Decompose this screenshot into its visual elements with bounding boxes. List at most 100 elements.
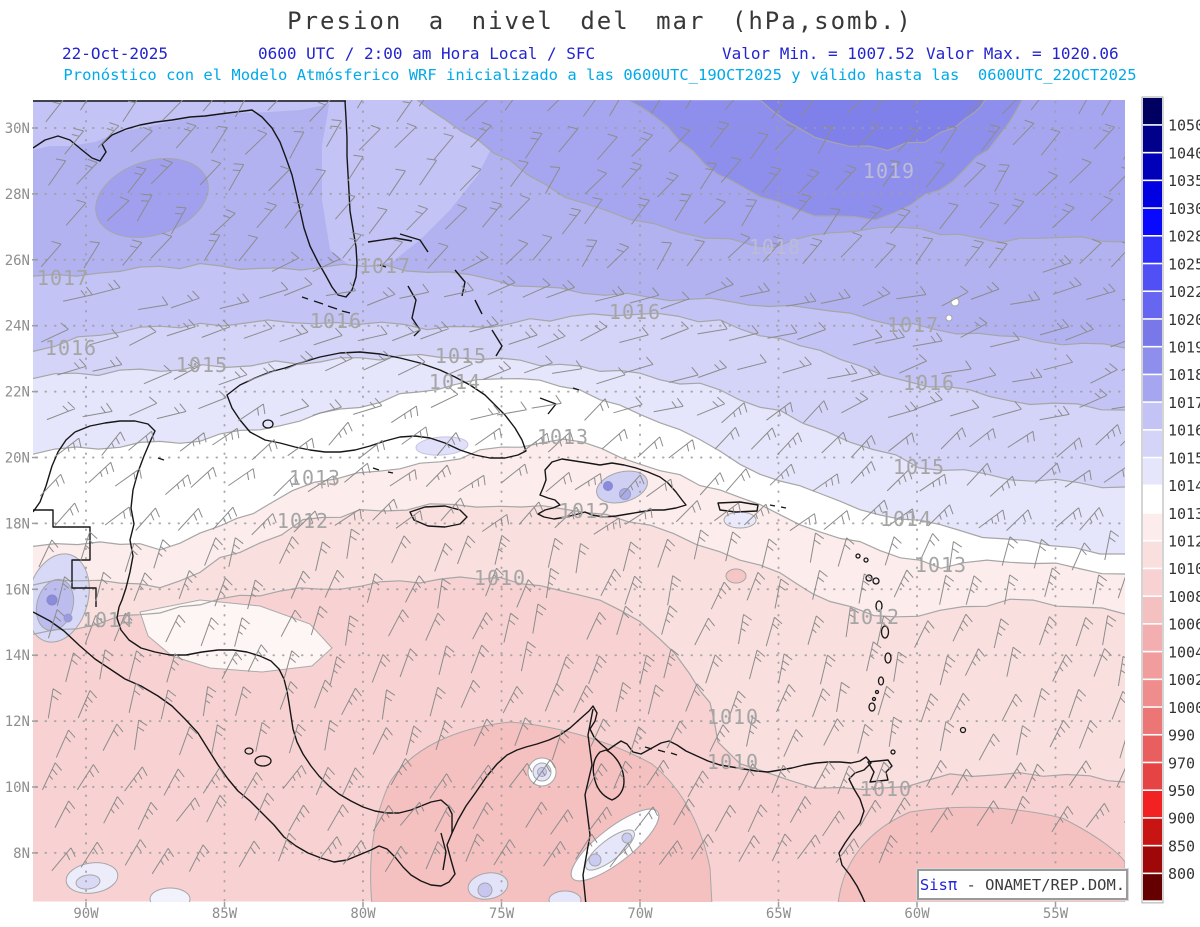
contour-label: 1010 <box>707 705 759 729</box>
colorbar-tick-label: 850 <box>1168 837 1195 855</box>
contour-label: 1010 <box>474 566 526 590</box>
colorbar-cell <box>1143 153 1162 180</box>
colorbar-tick-label: 1015 <box>1168 449 1200 467</box>
lat-label: 18N <box>5 516 30 532</box>
contour-label: 1010 <box>707 750 759 774</box>
colorbar-cell <box>1143 402 1162 430</box>
colorbar-cell <box>1143 486 1162 513</box>
contour-label: 1012 <box>848 605 900 629</box>
colorbar-cell <box>1143 818 1162 845</box>
lat-label: 28N <box>5 187 30 203</box>
contour-label: 1017 <box>37 266 89 290</box>
colorbar-tick-label: 1016 <box>1168 422 1200 440</box>
contour-label: 1016 <box>310 309 362 333</box>
lat-label: 20N <box>5 451 30 467</box>
page-title: Presion a nivel del mar (hPa,somb.) <box>287 7 913 35</box>
colorbar-cell <box>1143 98 1162 125</box>
contour-label: 1017 <box>359 254 411 278</box>
colorbar-cell <box>1143 375 1162 402</box>
wind-barbs-layer <box>38 100 1125 875</box>
contour-label: 1019 <box>863 159 915 183</box>
contour-label: 1015 <box>176 353 228 377</box>
contour-label: 1017 <box>887 313 939 337</box>
axis-labels-layer: 30N 28N 26N 24N 22N 20N 18N 16N 14N 12N 10N 8N 90W 85… <box>5 121 1069 922</box>
lat-label: 26N <box>5 253 30 269</box>
colorbar-tick-label: 1013 <box>1168 505 1200 523</box>
header-valor-max: Valor Max. = 1020.06 <box>926 44 1119 63</box>
colorbar-tick-label: 900 <box>1168 810 1195 828</box>
colorbar-tick-label: 800 <box>1168 865 1195 883</box>
lat-label: 10N <box>5 780 30 796</box>
contour-label: 1012 <box>277 509 329 533</box>
lat-label: 12N <box>5 714 30 730</box>
colorbar-tick-label: 950 <box>1168 782 1195 800</box>
colorbar-cell <box>1143 874 1162 901</box>
colorbar-tick-label: 1020 <box>1168 311 1200 329</box>
lat-label: 8N <box>13 846 30 862</box>
header-run-info: 0600 UTC / 2:00 am Hora Local / SFC <box>258 44 596 63</box>
credit-org: - ONAMET/REP.DOM. <box>957 875 1126 894</box>
contour-label: 1014 <box>429 370 481 394</box>
coastline-layer <box>33 100 967 902</box>
colorbar-cell <box>1143 236 1162 263</box>
colorbar-cell <box>1143 292 1162 319</box>
lat-label: 16N <box>5 582 30 598</box>
contour-label: 1018 <box>749 235 801 259</box>
colorbar-cell <box>1143 125 1162 152</box>
colorbar-cell <box>1143 846 1162 873</box>
colorbar-cell <box>1143 264 1162 291</box>
colorbar-cell <box>1143 707 1162 734</box>
header-valor-min: Valor Min. = 1007.52 <box>722 44 915 63</box>
colorbar-tick-label: 1002 <box>1168 671 1200 689</box>
contour-label: 1016 <box>609 300 661 324</box>
colorbar-tick-label: 1018 <box>1168 366 1200 384</box>
lon-label: 60W <box>904 906 930 922</box>
contour-label: 1013 <box>289 466 341 490</box>
lat-label: 30N <box>5 121 30 137</box>
colorbar-tick-label: 1006 <box>1168 616 1200 634</box>
colorbar-cell <box>1143 181 1162 208</box>
colorbar-tick-label: 1035 <box>1168 172 1200 190</box>
colorbar-tick-label: 1040 <box>1168 144 1200 162</box>
colorbar-cell <box>1143 347 1162 374</box>
colorbar-cell <box>1143 763 1162 790</box>
colorbar-tick-label: 990 <box>1168 727 1195 745</box>
lon-label: 85W <box>212 906 238 922</box>
colorbar-cell <box>1143 430 1162 457</box>
colorbar-tick-label: 1012 <box>1168 533 1200 551</box>
pressure-colorbar: 1050 1040 1035 1030 1028 1025 1022 1020 1019 1018… <box>1141 96 1200 904</box>
colorbar-cell <box>1143 208 1162 235</box>
credit-box: Sisπ - ONAMET/REP.DOM. <box>916 868 1129 901</box>
contour-label: 1016 <box>903 371 955 395</box>
colorbar-tick-label: 1008 <box>1168 588 1200 606</box>
contour-label: 1014 <box>880 507 932 531</box>
colorbar-cell <box>1143 596 1162 624</box>
lat-label: 24N <box>5 319 30 335</box>
contour-label: 1013 <box>537 425 589 449</box>
pressure-shading-layer <box>33 100 1125 902</box>
lon-label: 70W <box>627 906 653 922</box>
colorbar-tick-label: 1019 <box>1168 338 1200 356</box>
contour-label: 1013 <box>915 553 967 577</box>
colorbar-tick-label: 1030 <box>1168 200 1200 218</box>
lat-label: 22N <box>5 385 30 401</box>
colorbar-tick-label: 1000 <box>1168 699 1200 717</box>
lon-label: 75W <box>489 906 515 922</box>
colorbar-tick-label: 1010 <box>1168 560 1200 578</box>
contour-label: 1012 <box>559 499 611 523</box>
colorbar-tick-label: 1025 <box>1168 255 1200 273</box>
colorbar-cell <box>1143 319 1162 346</box>
colorbar-cell <box>1143 541 1162 568</box>
colorbar-tick-label: 1014 <box>1168 477 1200 495</box>
colorbar-cell <box>1143 680 1162 707</box>
lon-label: 55W <box>1043 906 1069 922</box>
colorbar-cell <box>1143 652 1162 679</box>
lon-label: 65W <box>766 906 792 922</box>
contour-label: 1016 <box>45 336 97 360</box>
contour-label: 1014 <box>82 608 134 632</box>
colorbar-tick-label: 1004 <box>1168 643 1200 661</box>
credit-brand: Sisπ <box>919 875 958 894</box>
colorbar-cell <box>1143 569 1162 596</box>
colorbar-tick-label: 1017 <box>1168 394 1200 412</box>
header-date: 22-Oct-2025 <box>62 44 168 63</box>
